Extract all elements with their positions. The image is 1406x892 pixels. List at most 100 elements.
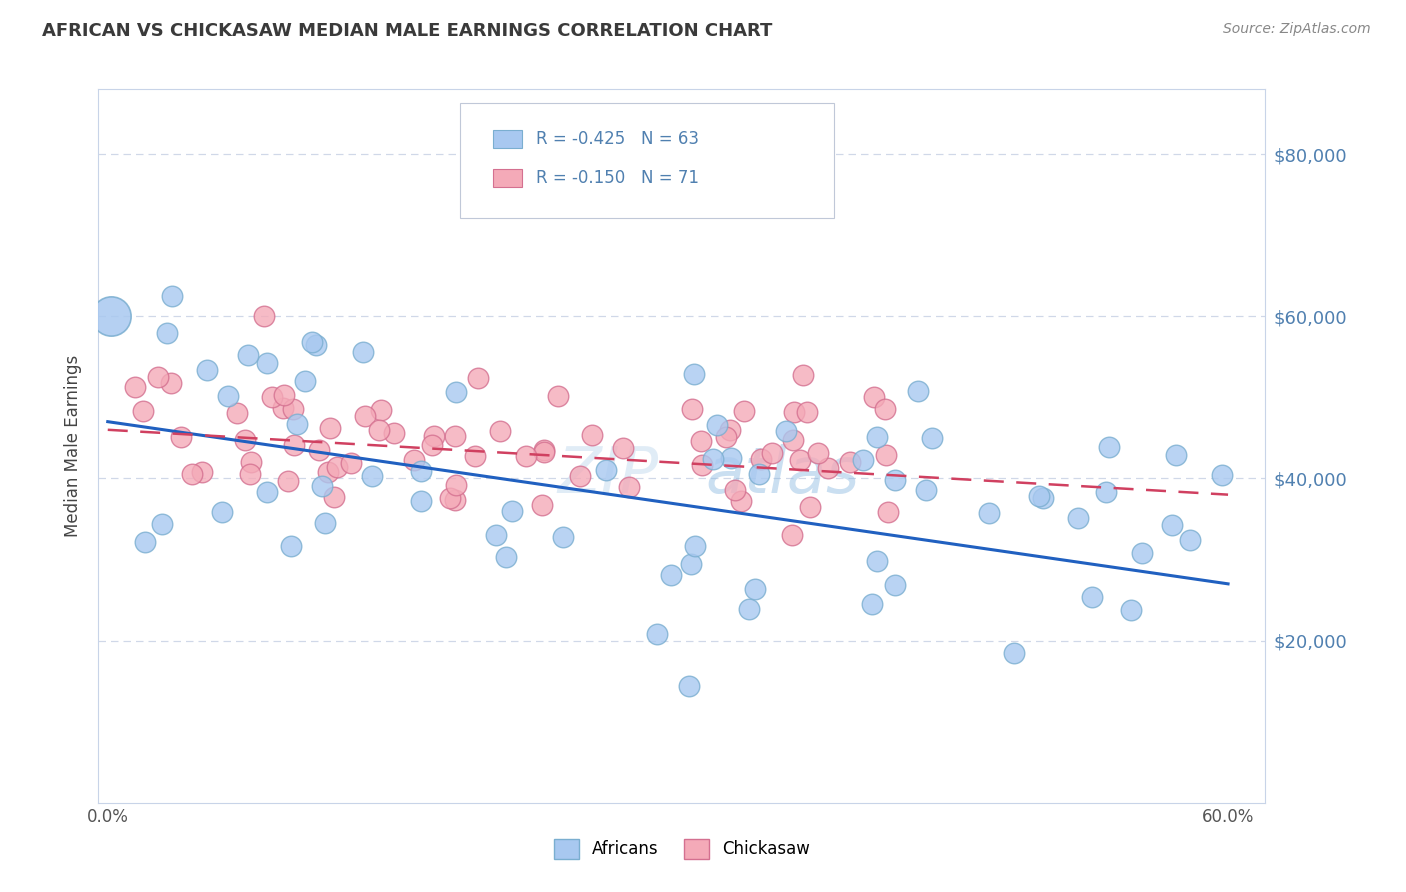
Point	[195, 363, 218, 377]
Point	[1164, 448, 1187, 462]
Point	[285, 417, 308, 432]
Point	[689, 434, 711, 448]
Point	[873, 401, 896, 416]
Point	[382, 425, 405, 440]
Point	[404, 453, 426, 467]
Text: Source: ZipAtlas.com: Source: ZipAtlas.com	[1223, 22, 1371, 37]
Point	[444, 478, 467, 492]
Point	[273, 387, 295, 401]
Point	[305, 337, 328, 351]
Point	[314, 516, 336, 530]
Point	[782, 433, 804, 447]
Point	[422, 429, 444, 443]
Point	[921, 431, 943, 445]
Point	[361, 468, 384, 483]
Point	[533, 442, 555, 457]
Point	[488, 424, 510, 438]
Point	[1098, 440, 1121, 454]
Point	[444, 492, 467, 507]
Point	[1095, 485, 1118, 500]
Bar	[494, 169, 522, 187]
Point	[326, 460, 349, 475]
Point	[747, 467, 769, 481]
Point	[443, 429, 465, 443]
Point	[444, 384, 467, 399]
Point	[1028, 489, 1050, 503]
Point	[368, 423, 391, 437]
Point	[533, 444, 555, 458]
Point	[1066, 511, 1088, 525]
Point	[860, 597, 883, 611]
Point	[749, 451, 772, 466]
Point	[724, 483, 747, 497]
Point	[352, 345, 374, 359]
Point	[132, 403, 155, 417]
Point	[789, 453, 811, 467]
Point	[495, 550, 517, 565]
Point	[1002, 646, 1025, 660]
Point	[1160, 517, 1182, 532]
Point	[720, 451, 742, 466]
Point	[301, 334, 323, 349]
Point	[783, 405, 806, 419]
Point	[875, 448, 897, 462]
Point	[1080, 590, 1102, 604]
Point	[1178, 533, 1201, 547]
Text: R = -0.150   N = 71: R = -0.150 N = 71	[536, 169, 699, 187]
Point	[464, 450, 486, 464]
Point	[294, 375, 316, 389]
Point	[322, 491, 344, 505]
Point	[253, 309, 276, 323]
Bar	[494, 130, 522, 148]
Point	[273, 401, 295, 415]
Point	[551, 530, 574, 544]
Point	[877, 505, 900, 519]
Text: atlas: atlas	[706, 443, 859, 506]
Point	[256, 356, 278, 370]
Point	[907, 384, 929, 398]
Point	[977, 507, 1000, 521]
Point	[217, 389, 239, 403]
Point	[595, 463, 617, 477]
Point	[150, 517, 173, 532]
Point	[100, 310, 122, 324]
Point	[569, 468, 592, 483]
Point	[160, 376, 183, 391]
Point	[181, 467, 204, 482]
Point	[409, 494, 432, 508]
Point	[148, 370, 170, 384]
Point	[240, 455, 263, 469]
Point	[515, 450, 537, 464]
Point	[645, 626, 668, 640]
Point	[799, 500, 821, 514]
Point	[733, 403, 755, 417]
Point	[1130, 546, 1153, 560]
Text: AFRICAN VS CHICKASAW MEDIAN MALE EARNINGS CORRELATION CHART: AFRICAN VS CHICKASAW MEDIAN MALE EARNING…	[42, 22, 772, 40]
Point	[817, 461, 839, 475]
Point	[262, 390, 284, 404]
Point	[679, 557, 702, 571]
Point	[547, 389, 569, 403]
Point	[780, 528, 803, 542]
Point	[283, 401, 305, 416]
Point	[884, 578, 907, 592]
Point	[866, 430, 889, 444]
Point	[706, 417, 728, 432]
FancyBboxPatch shape	[460, 103, 834, 218]
Point	[838, 455, 860, 469]
Point	[761, 445, 783, 459]
Point	[156, 326, 179, 340]
Point	[718, 423, 741, 437]
Point	[236, 348, 259, 362]
Point	[420, 438, 443, 452]
Point	[1032, 491, 1054, 505]
Point	[1211, 468, 1233, 483]
Point	[683, 539, 706, 553]
Point	[124, 379, 146, 393]
Point	[411, 464, 433, 478]
Point	[501, 504, 523, 518]
Point	[170, 430, 193, 444]
Legend: Africans, Chickasaw: Africans, Chickasaw	[547, 832, 817, 866]
Point	[807, 446, 830, 460]
Point	[280, 539, 302, 553]
